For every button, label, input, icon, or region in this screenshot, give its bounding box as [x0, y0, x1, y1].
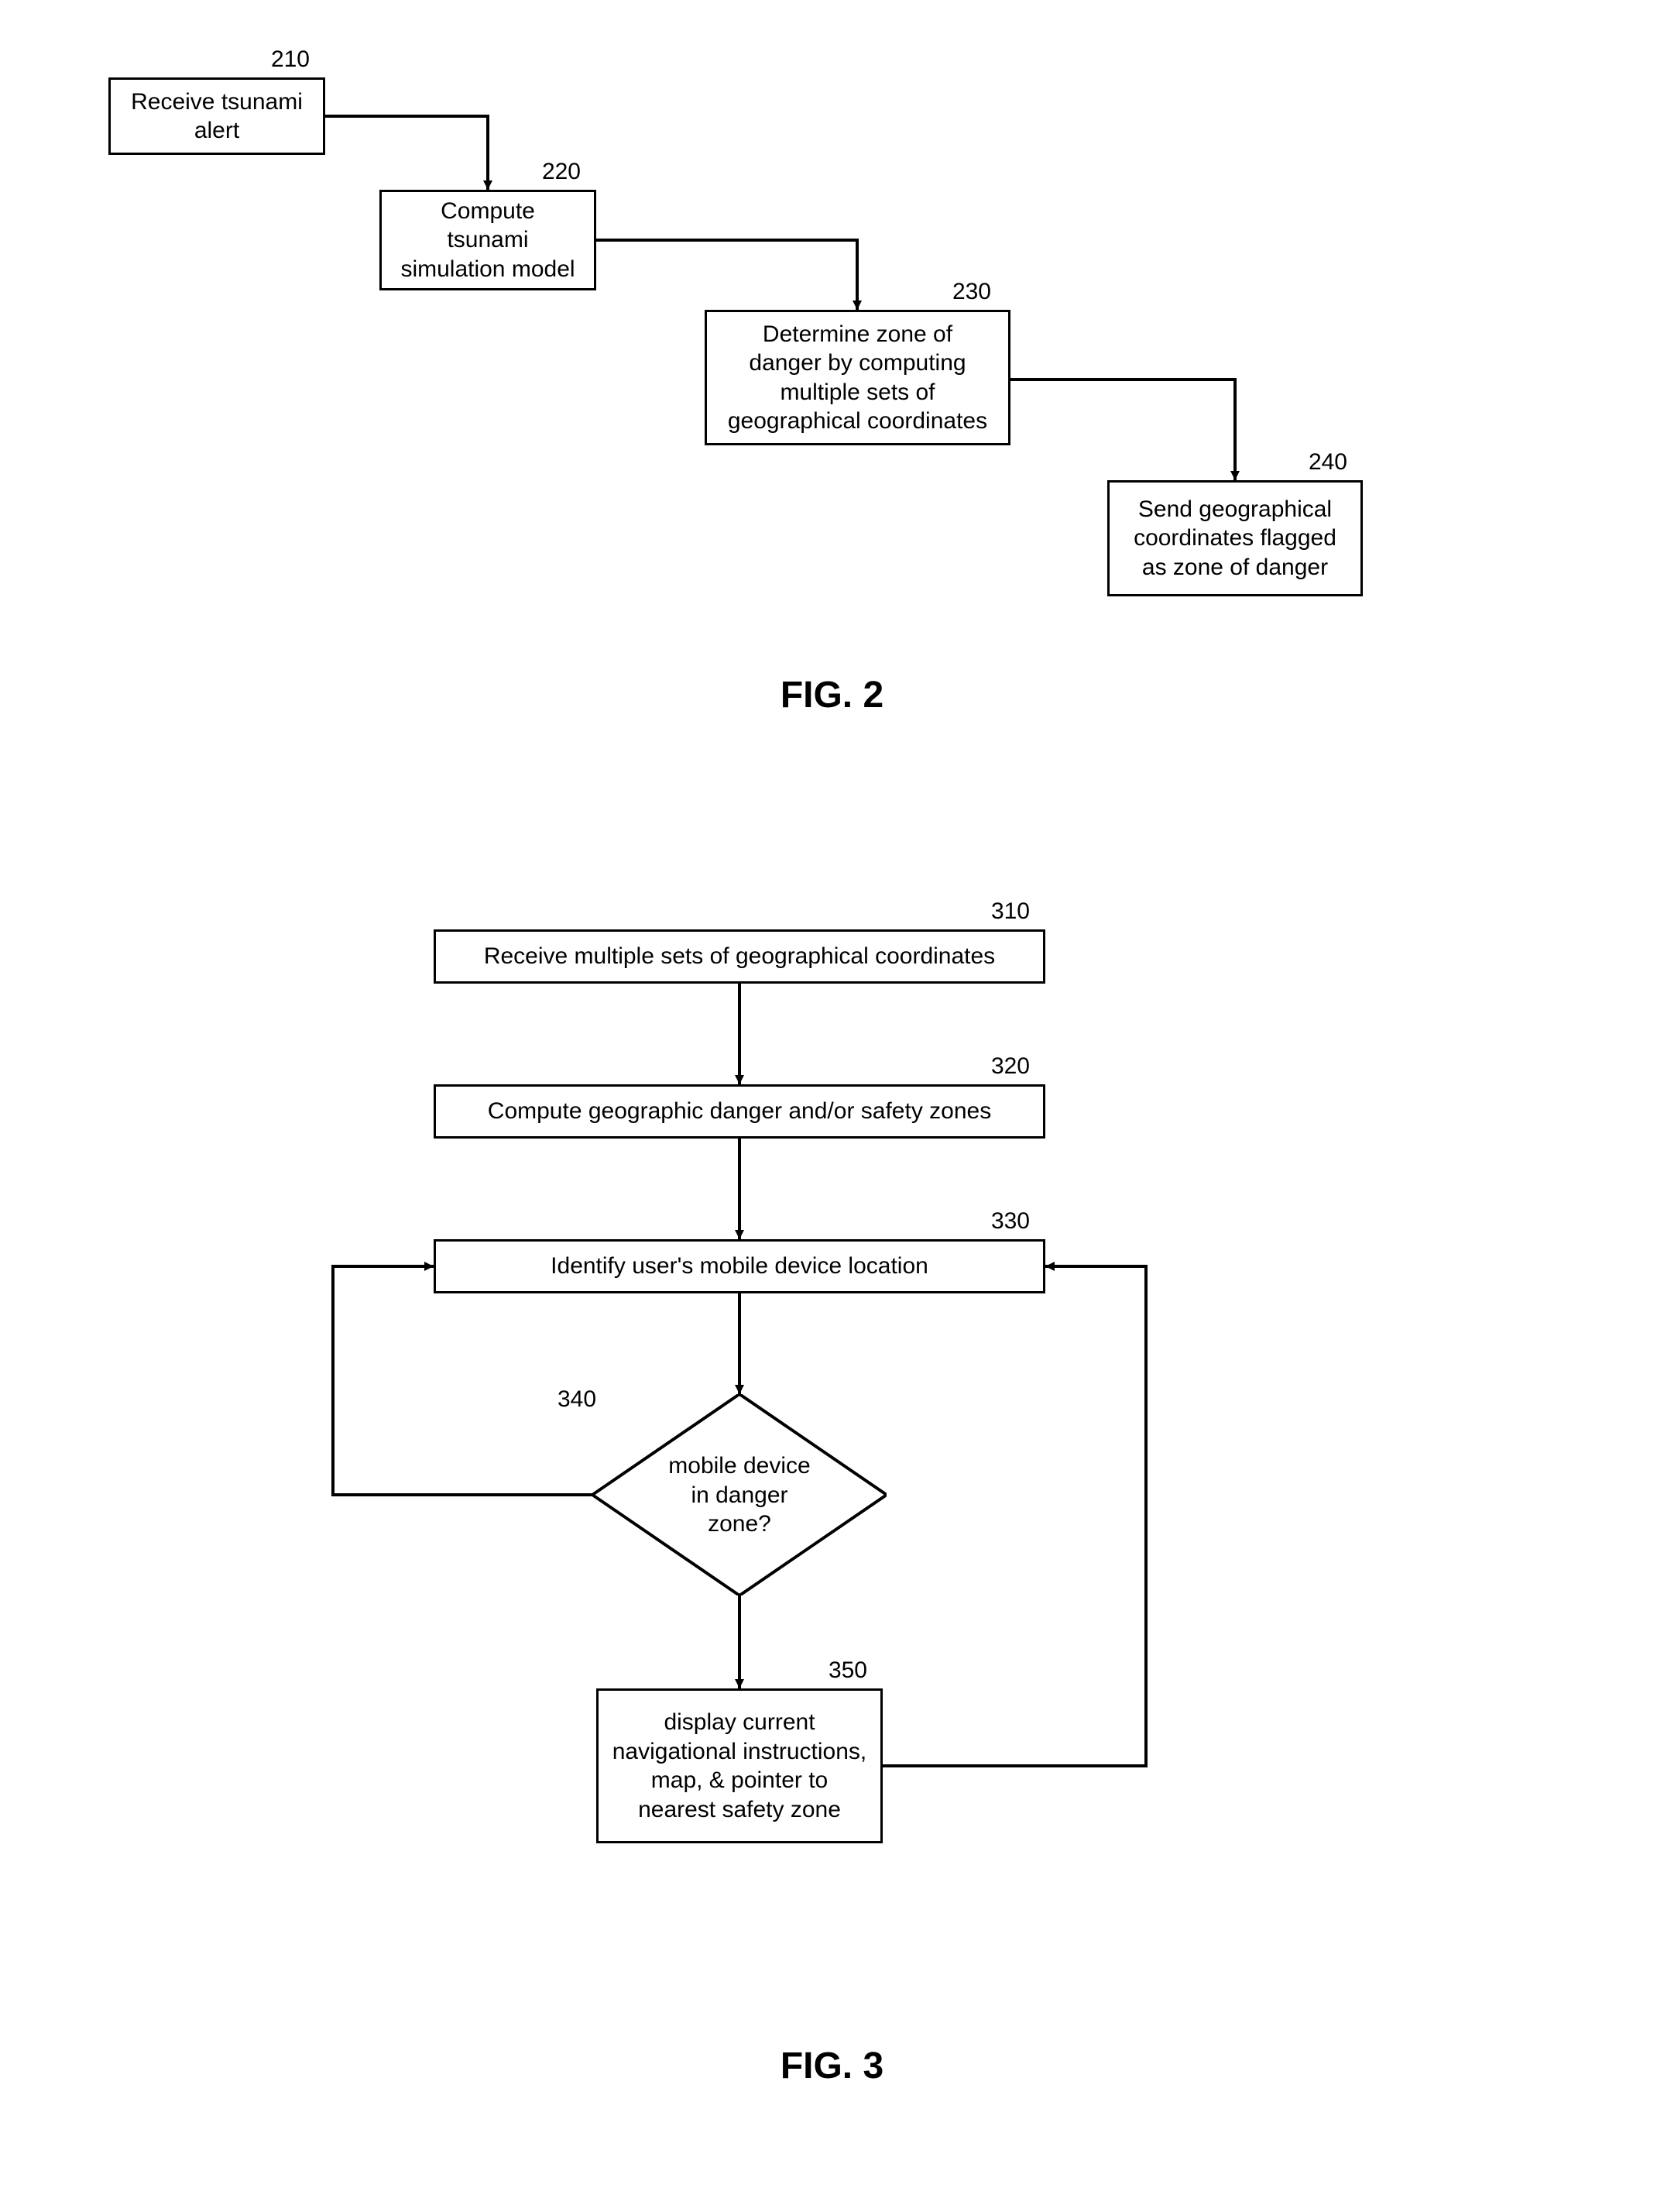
node-350-text: display currentnavigational instructions…: [605, 1703, 875, 1829]
node-310-text: Receive multiple sets of geographical co…: [476, 937, 1003, 976]
node-320: Compute geographic danger and/or safety …: [434, 1084, 1045, 1139]
ref-230: 230: [914, 279, 991, 305]
node-240-text: Send geographicalcoordinates flaggedas z…: [1126, 490, 1344, 587]
ref-220: 220: [503, 159, 581, 185]
node-230-text: Determine zone ofdanger by computingmult…: [720, 315, 995, 441]
fig3-title: FIG. 3: [0, 2045, 1664, 2087]
ref-210: 210: [232, 46, 310, 73]
node-220: Computetsunamisimulation model: [379, 190, 596, 290]
ref-350: 350: [790, 1657, 867, 1684]
node-210-text: Receive tsunamialert: [123, 83, 310, 150]
page-canvas: 210 Receive tsunamialert 220 Computetsun…: [0, 0, 1664, 2212]
ref-330: 330: [952, 1208, 1030, 1235]
node-340-text: mobile devicein dangerzone?: [662, 1451, 817, 1539]
ref-320: 320: [952, 1053, 1030, 1080]
node-240: Send geographicalcoordinates flaggedas z…: [1107, 480, 1363, 596]
node-320-text: Compute geographic danger and/or safety …: [480, 1092, 999, 1131]
ref-240: 240: [1270, 449, 1347, 476]
node-340-diamond: mobile devicein dangerzone?: [592, 1394, 887, 1595]
node-210: Receive tsunamialert: [108, 77, 325, 155]
node-220-text: Computetsunamisimulation model: [393, 192, 582, 289]
node-350: display currentnavigational instructions…: [596, 1688, 883, 1843]
node-230: Determine zone ofdanger by computingmult…: [705, 310, 1010, 445]
node-330: Identify user's mobile device location: [434, 1239, 1045, 1293]
node-310: Receive multiple sets of geographical co…: [434, 929, 1045, 984]
ref-310: 310: [952, 898, 1030, 925]
node-330-text: Identify user's mobile device location: [543, 1247, 936, 1286]
fig2-title: FIG. 2: [0, 674, 1664, 716]
